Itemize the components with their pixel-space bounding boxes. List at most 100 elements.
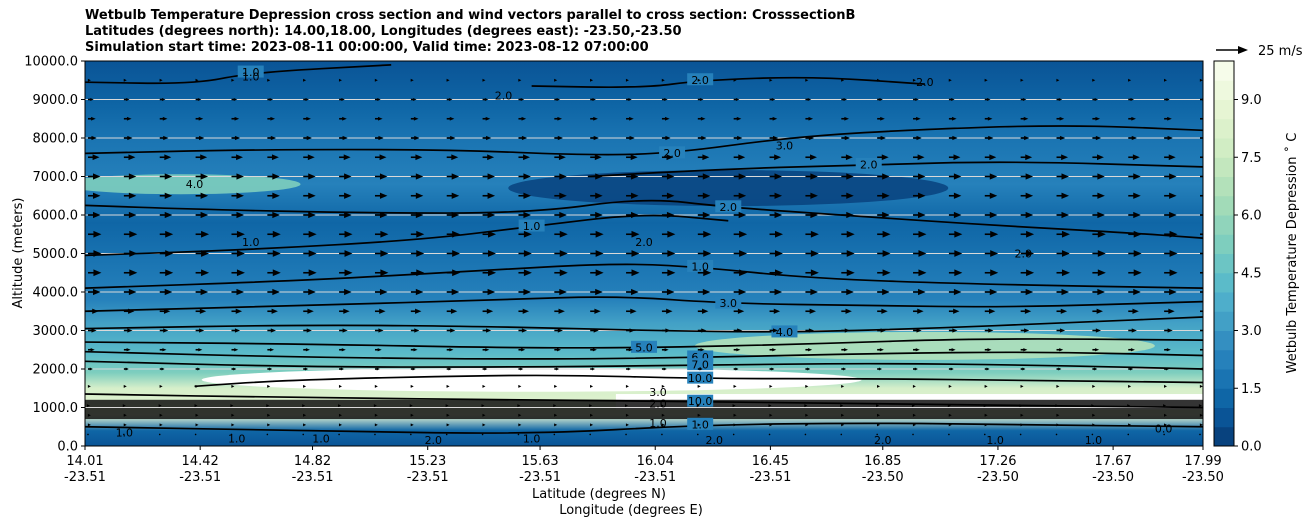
wind-vector	[733, 250, 748, 257]
wind-vector-head	[664, 98, 668, 101]
wind-vector-head	[87, 423, 91, 427]
colorbar-tick-label: 3.0	[1241, 324, 1262, 339]
wind-vector	[159, 173, 173, 180]
wind-vector	[1092, 154, 1104, 161]
wind-vector	[948, 192, 962, 199]
wind-vector	[267, 288, 280, 296]
wind-vector	[231, 367, 237, 371]
wind-vector	[1164, 308, 1175, 314]
wind-vector-head	[1097, 192, 1105, 199]
wind-vector-head	[1094, 367, 1098, 371]
wind-vector-head	[733, 413, 737, 417]
wind-vector	[805, 413, 809, 417]
contour-label: 2.0	[425, 434, 443, 447]
colorbar-band	[1214, 426, 1234, 447]
wind-vector	[805, 98, 812, 101]
wind-vector-head	[590, 78, 594, 82]
wind-vector-head	[1128, 413, 1132, 417]
wind-vector-head	[1167, 135, 1173, 141]
wind-vector-head	[482, 384, 486, 388]
wind-vector	[374, 384, 378, 388]
y-tick-label: 9000.0	[33, 93, 79, 108]
wind-vector-head	[523, 211, 531, 219]
wind-vector-head	[126, 348, 131, 352]
wind-vector	[733, 230, 748, 238]
wind-vector-head	[918, 173, 926, 180]
wind-vector-head	[882, 173, 890, 180]
wind-vector	[1092, 116, 1101, 121]
wind-vector	[1092, 192, 1105, 199]
wind-vector	[841, 78, 845, 82]
wind-vector-head	[195, 78, 199, 82]
wind-vector-head	[700, 98, 704, 101]
wind-vector	[518, 192, 531, 199]
x-tick-label-lat: 15.23	[409, 454, 446, 469]
wind-vector	[733, 348, 741, 352]
wind-vector	[195, 269, 210, 277]
wind-vector-head	[342, 116, 347, 121]
wind-vector	[518, 328, 528, 333]
wind-vector-head	[773, 308, 781, 314]
wind-vector-head	[738, 173, 747, 180]
wind-vector	[159, 308, 171, 314]
wind-vector	[590, 250, 604, 257]
wind-vector	[626, 269, 640, 277]
wind-vector	[482, 230, 497, 238]
wind-vector	[948, 348, 956, 352]
moist-patch-upper	[85, 174, 301, 195]
wind-vector-head	[415, 192, 424, 199]
wind-vector	[697, 348, 705, 352]
wind-vector-head	[307, 308, 314, 314]
wind-vector	[123, 211, 137, 219]
wind-vector	[122, 404, 126, 408]
wind-vector-head	[911, 404, 915, 408]
wind-vector-head	[733, 78, 737, 82]
wind-vector-head	[1060, 308, 1068, 314]
wind-vector	[1199, 423, 1203, 427]
wind-vector	[769, 192, 783, 199]
wind-vector	[518, 384, 522, 388]
wind-vector-head	[272, 288, 280, 296]
wind-vector	[230, 433, 233, 436]
wind-vector-head	[162, 348, 167, 352]
y-tick-label: 1000.0	[33, 401, 79, 416]
wind-vector	[374, 328, 384, 333]
wind-vector	[410, 269, 425, 277]
colorbar-tick-label: 1.5	[1241, 382, 1262, 397]
wind-vector	[590, 98, 596, 101]
wind-vector	[1128, 413, 1132, 417]
wind-vector-head	[593, 116, 598, 121]
wind-vector	[374, 230, 389, 238]
wind-vector	[123, 192, 137, 199]
wind-vector	[446, 367, 452, 371]
colorbar-band	[1214, 253, 1234, 274]
contour-labels: 1.02.02.02.02.01.01.03.04.05.06.07.010.0…	[116, 65, 1172, 447]
contour-label: 4.0	[186, 178, 204, 191]
wind-vector-head	[557, 116, 563, 121]
wind-vector	[410, 423, 414, 427]
wind-vector	[159, 384, 163, 388]
wind-vector-head	[557, 328, 563, 333]
wind-vector	[769, 98, 776, 101]
wind-vector-head	[485, 116, 491, 121]
wind-vector	[231, 384, 235, 388]
wind-vector	[88, 211, 101, 219]
wind-vector	[1092, 413, 1096, 417]
wind-vector-head	[87, 413, 91, 417]
wind-vector-head	[308, 288, 316, 296]
wind-vector	[913, 154, 925, 161]
wind-vector	[769, 348, 777, 352]
wind-vector-head	[123, 423, 127, 427]
wind-vector	[661, 154, 674, 161]
wind-vector	[1092, 250, 1106, 257]
wind-vector	[267, 328, 276, 333]
wind-vector-head	[344, 211, 352, 219]
wind-vector-head	[984, 78, 988, 82]
wind-vector	[303, 384, 307, 388]
wind-vector-head	[1025, 173, 1034, 180]
wind-vector-head	[625, 413, 629, 417]
wind-vector	[231, 423, 235, 427]
wind-vector	[841, 328, 850, 333]
wind-vector	[769, 135, 779, 141]
wind-vector-head	[738, 211, 747, 219]
